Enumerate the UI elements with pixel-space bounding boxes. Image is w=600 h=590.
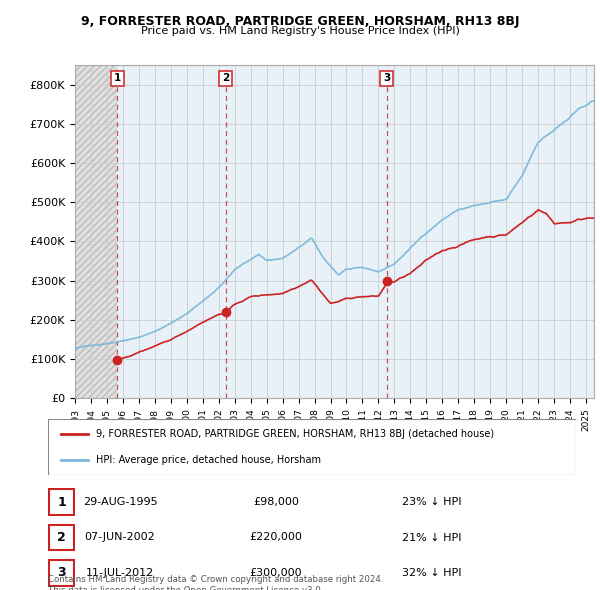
Text: 29-AUG-1995: 29-AUG-1995 xyxy=(83,497,157,507)
Text: 23% ↓ HPI: 23% ↓ HPI xyxy=(402,497,462,507)
Text: 9, FORRESTER ROAD, PARTRIDGE GREEN, HORSHAM, RH13 8BJ: 9, FORRESTER ROAD, PARTRIDGE GREEN, HORS… xyxy=(81,15,519,28)
Text: 3: 3 xyxy=(57,566,66,579)
Text: 21% ↓ HPI: 21% ↓ HPI xyxy=(402,533,462,542)
FancyBboxPatch shape xyxy=(49,489,74,515)
Text: 1: 1 xyxy=(57,496,66,509)
Text: Contains HM Land Registry data © Crown copyright and database right 2024.
This d: Contains HM Land Registry data © Crown c… xyxy=(48,575,383,590)
Bar xyxy=(75,65,118,398)
FancyBboxPatch shape xyxy=(48,419,576,475)
Text: 3: 3 xyxy=(383,73,391,83)
Text: £300,000: £300,000 xyxy=(250,568,302,578)
Text: 07-JUN-2002: 07-JUN-2002 xyxy=(85,533,155,542)
FancyBboxPatch shape xyxy=(49,560,74,586)
Text: 2: 2 xyxy=(222,73,229,83)
Text: Price paid vs. HM Land Registry's House Price Index (HPI): Price paid vs. HM Land Registry's House … xyxy=(140,26,460,36)
Text: £220,000: £220,000 xyxy=(250,533,302,542)
Text: £98,000: £98,000 xyxy=(253,497,299,507)
Text: 11-JUL-2012: 11-JUL-2012 xyxy=(86,568,154,578)
Text: 32% ↓ HPI: 32% ↓ HPI xyxy=(402,568,462,578)
Text: HPI: Average price, detached house, Horsham: HPI: Average price, detached house, Hors… xyxy=(95,455,320,465)
FancyBboxPatch shape xyxy=(49,525,74,550)
Text: 9, FORRESTER ROAD, PARTRIDGE GREEN, HORSHAM, RH13 8BJ (detached house): 9, FORRESTER ROAD, PARTRIDGE GREEN, HORS… xyxy=(95,429,494,439)
Text: 1: 1 xyxy=(114,73,121,83)
Text: 2: 2 xyxy=(57,531,66,544)
